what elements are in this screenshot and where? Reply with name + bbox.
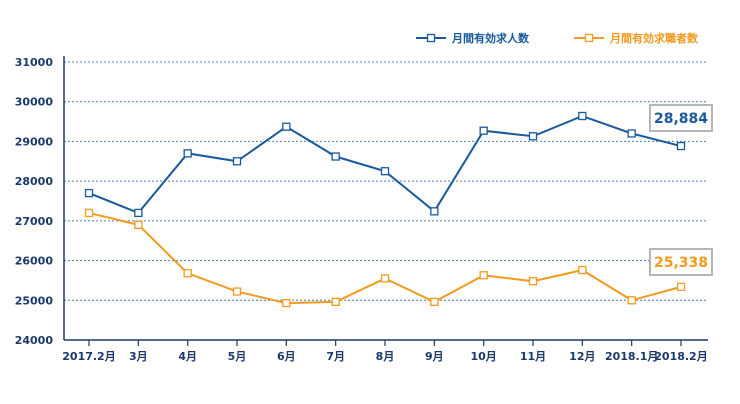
series-1-point [380, 167, 390, 176]
legend-label-1: 月間有効求人数 [451, 31, 530, 45]
x-tick-label: 2018.1月 [605, 350, 658, 363]
x-tick-label: 3月 [129, 350, 148, 363]
y-tick-label: 31000 [15, 56, 54, 69]
x-tick-label: 7月 [326, 350, 345, 363]
series-2-point [282, 298, 291, 308]
series-2-point [627, 296, 636, 305]
series-1-point [232, 157, 242, 166]
x-tick-label: 12月 [569, 350, 595, 363]
series-2-point [528, 277, 538, 286]
x-tick-label: 9月 [425, 350, 444, 363]
callout-value-1: 28,884 [654, 111, 708, 127]
series-2-point [183, 269, 192, 278]
legend-marker-2 [584, 33, 594, 43]
y-tick-label: 24000 [15, 334, 54, 347]
x-tick-label: 11月 [520, 350, 546, 363]
series-1-point [479, 126, 488, 135]
y-tick-label: 28000 [15, 175, 54, 188]
series-2-point [232, 287, 242, 296]
series-2-point [479, 271, 488, 280]
series-2-point [134, 220, 143, 229]
gridlines [64, 61, 708, 301]
x-tick-label: 10月 [471, 350, 497, 363]
y-tick-label: 29000 [15, 135, 54, 148]
x-tick-label: 6月 [277, 350, 296, 363]
legend-label-2: 月間有効求職者数 [609, 31, 699, 45]
series-1-point [134, 208, 143, 218]
y-tick-label: 26000 [15, 255, 54, 268]
x-tick-label: 5月 [228, 350, 247, 363]
y-tick-label: 25000 [15, 294, 54, 307]
callout-value-2: 25,338 [654, 255, 708, 271]
series-1-point [528, 132, 538, 141]
series-1-point [84, 188, 94, 198]
axes: 24000 25000 26000 27000 28000 29000 30000 31000… [15, 56, 708, 363]
y-tick-label: 27000 [15, 215, 54, 228]
x-tick-label: 8月 [376, 350, 395, 363]
series-line-2 [88, 211, 682, 305]
callout-box-1 [649, 104, 713, 132]
series-2-point [676, 282, 686, 292]
x-tick-label: 2017.2月 [62, 350, 115, 363]
y-tick-label: 30000 [15, 96, 54, 109]
series-1-point [331, 152, 340, 161]
legend: 月間有効求人数 月間有効求職者数 [416, 31, 699, 45]
series-line-1 [88, 114, 682, 215]
callout-box-2 [649, 248, 713, 276]
series-2-point [331, 297, 340, 307]
series-1-point [430, 207, 439, 216]
series-1-point [578, 111, 587, 121]
series-1-point [282, 122, 291, 131]
series-2-point [380, 274, 390, 283]
series-1-point [676, 141, 686, 151]
series-2-point [578, 265, 587, 275]
x-tick-label: 2018.2月 [654, 350, 707, 363]
series-2-point [430, 297, 439, 307]
series-2-point [84, 208, 94, 218]
x-tick-label: 4月 [178, 350, 197, 363]
series-1-point [183, 149, 192, 158]
legend-marker-1 [426, 33, 436, 43]
series-1-point [627, 129, 636, 138]
callouts: 28,884 25,338 [649, 104, 713, 276]
series-lines [84, 111, 686, 308]
